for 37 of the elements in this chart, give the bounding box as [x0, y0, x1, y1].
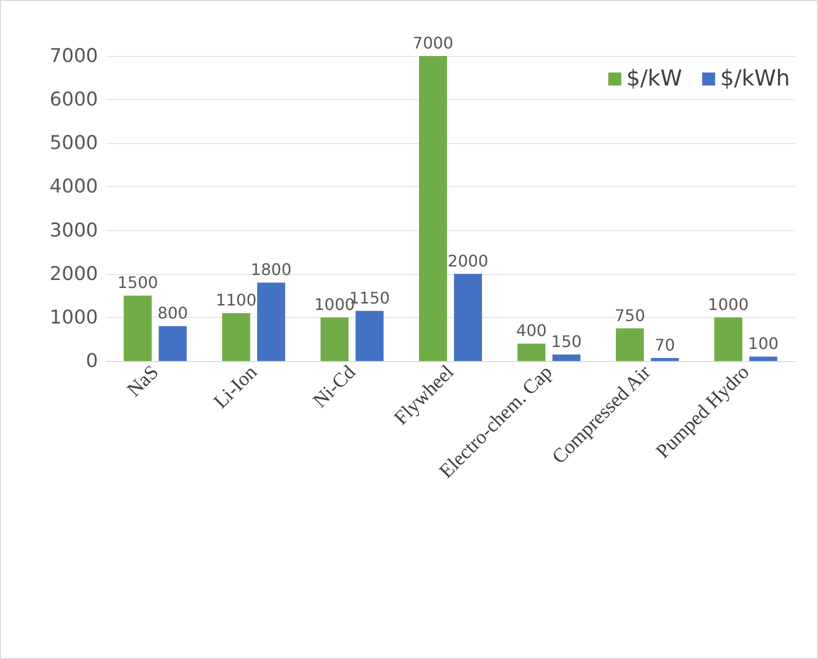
bar	[356, 310, 384, 361]
bar	[616, 328, 644, 361]
legend-label: $/kW	[626, 66, 682, 92]
data-label: 800	[157, 304, 188, 323]
bar	[419, 56, 447, 361]
x-tick-label: NaS	[123, 361, 163, 402]
bar	[714, 317, 742, 361]
y-tick-label: 1000	[50, 306, 98, 328]
y-tick-label: 7000	[50, 45, 98, 67]
bar	[222, 313, 250, 361]
data-label: 100	[748, 334, 779, 354]
data-label: 7000	[412, 34, 454, 52]
y-tick-label: 6000	[50, 88, 98, 111]
bar	[749, 356, 778, 361]
y-tick-label: 0	[86, 350, 98, 372]
bar	[517, 344, 546, 361]
bar	[650, 358, 679, 361]
bar	[124, 296, 152, 361]
y-tick-label: 3000	[50, 219, 98, 242]
data-label: 1500	[117, 273, 158, 292]
data-label: 70	[654, 335, 676, 354]
data-label: 400	[516, 321, 547, 340]
data-label: 1800	[250, 260, 292, 280]
y-tick-label: 2000	[50, 262, 98, 285]
data-label: 1100	[216, 290, 257, 310]
legend-label: $/kWh	[720, 66, 790, 92]
data-label: 750	[614, 306, 646, 325]
bar	[320, 317, 349, 361]
bar	[454, 274, 482, 361]
bar	[257, 282, 286, 361]
data-label: 1000	[708, 294, 749, 314]
data-label: 2000	[448, 251, 488, 270]
bar	[158, 326, 187, 361]
y-tick-label: 4000	[50, 176, 98, 198]
y-tick-label: 5000	[50, 132, 98, 154]
data-label: 150	[551, 332, 582, 351]
bar	[552, 354, 580, 361]
